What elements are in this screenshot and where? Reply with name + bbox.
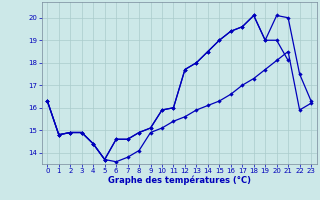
X-axis label: Graphe des températures (°C): Graphe des températures (°C) — [108, 176, 251, 185]
